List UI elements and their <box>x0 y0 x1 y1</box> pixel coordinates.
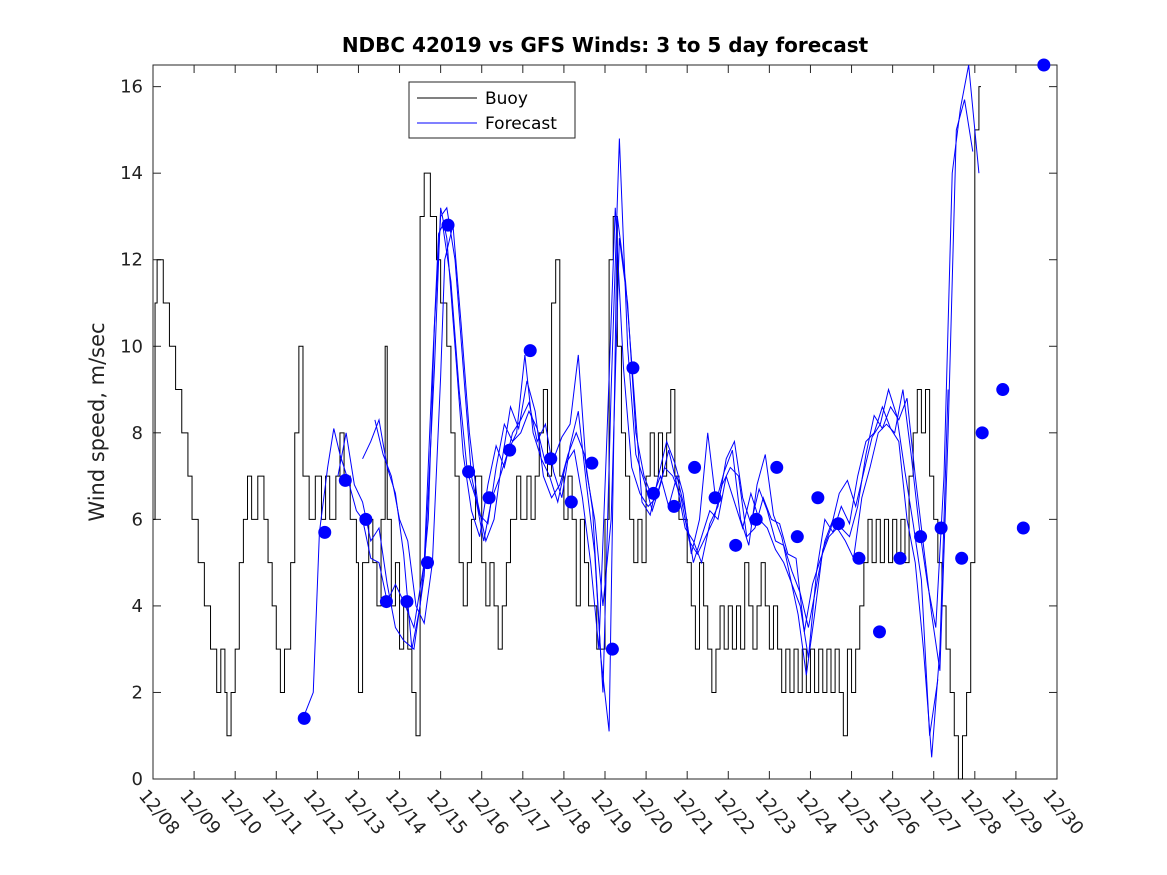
forecast-marker <box>420 556 434 570</box>
forecast-marker <box>790 530 804 544</box>
forecast-series-line <box>302 64 980 719</box>
forecast-marker <box>400 595 414 609</box>
y-tick-label: 8 <box>132 423 143 444</box>
y-tick-label: 6 <box>132 509 143 530</box>
forecast-marker <box>605 642 619 656</box>
forecast-marker <box>708 491 722 505</box>
forecast-marker <box>585 456 599 470</box>
forecast-marker <box>297 711 311 725</box>
y-tick-label: 14 <box>120 163 143 184</box>
plot-area <box>152 64 1058 780</box>
forecast-marker <box>338 473 352 487</box>
forecast-marker <box>503 443 517 457</box>
y-tick-label: 16 <box>120 77 143 98</box>
forecast-marker <box>523 344 537 358</box>
forecast-marker <box>626 361 640 375</box>
y-tick-label: 2 <box>132 682 143 703</box>
legend: Buoy Forecast <box>408 81 576 139</box>
y-tick-label: 0 <box>132 769 143 790</box>
forecast-marker <box>955 551 969 565</box>
forecast-marker <box>564 495 578 509</box>
chart-title: NDBC 42019 vs GFS Winds: 3 to 5 day fore… <box>342 33 869 57</box>
forecast-marker <box>852 551 866 565</box>
forecast-marker <box>729 538 743 552</box>
y-tick-label: 12 <box>120 250 143 271</box>
forecast-marker <box>667 499 681 513</box>
forecast-marker <box>934 521 948 535</box>
forecast-marker <box>770 460 784 474</box>
forecast-marker <box>749 512 763 526</box>
forecast-marker <box>544 452 558 466</box>
forecast-marker <box>462 465 476 479</box>
forecast-marker <box>482 491 496 505</box>
legend-box <box>408 81 576 139</box>
forecast-marker <box>872 625 886 639</box>
forecast-marker <box>996 383 1010 397</box>
forecast-marker <box>1037 58 1051 72</box>
forecast-marker <box>1016 521 1030 535</box>
series-layer <box>153 58 1051 780</box>
forecast-marker <box>914 530 928 544</box>
y-axis: 0 2 4 6 8 10 12 14 16 <box>120 77 1057 790</box>
forecast-marker <box>318 525 332 539</box>
y-tick-label: 4 <box>132 596 143 617</box>
y-axis-label: Wind speed, m/sec <box>85 322 109 521</box>
buoy-series-line <box>153 86 981 780</box>
forecast-marker <box>831 517 845 531</box>
forecast-marker <box>893 551 907 565</box>
legend-forecast-label: Forecast <box>485 114 557 134</box>
forecast-marker <box>688 460 702 474</box>
forecast-marker <box>441 218 455 232</box>
forecast-marker <box>975 426 989 440</box>
forecast-marker <box>811 491 825 505</box>
legend-buoy-label: Buoy <box>485 89 528 109</box>
y-tick-label: 10 <box>120 336 143 357</box>
forecast-marker <box>359 512 373 526</box>
forecast-marker <box>646 486 660 500</box>
forecast-marker <box>379 595 393 609</box>
